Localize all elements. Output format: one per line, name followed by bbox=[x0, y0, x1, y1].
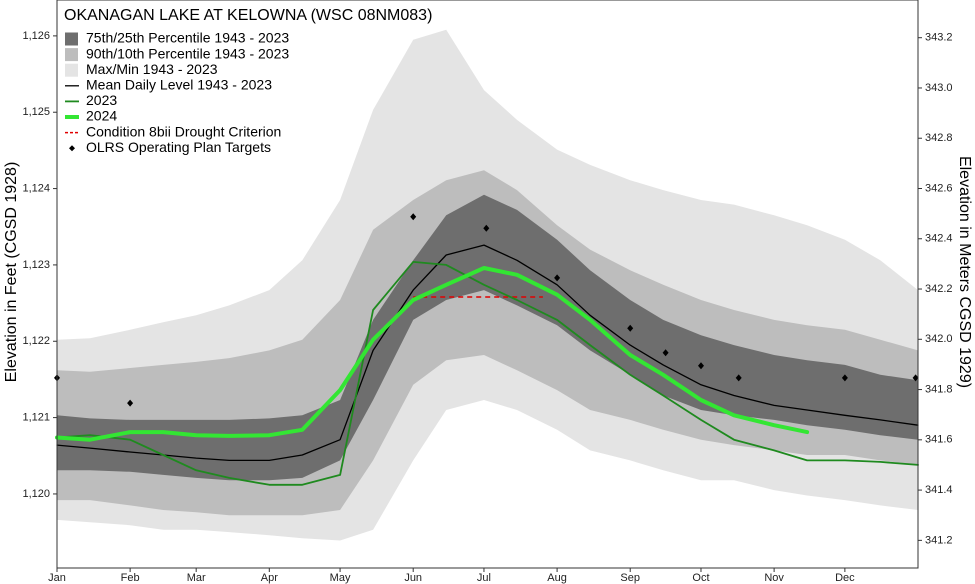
y-tick-label: 1,124 bbox=[22, 182, 50, 194]
y2-tick-label: 342.8 bbox=[925, 132, 953, 144]
target-marker bbox=[127, 399, 134, 407]
legend-label: Mean Daily Level 1943 - 2023 bbox=[86, 77, 272, 93]
legend-label: OLRS Operating Plan Targets bbox=[86, 139, 271, 155]
legend-swatch bbox=[65, 63, 78, 77]
target-marker bbox=[662, 349, 669, 357]
legend-label: 2024 bbox=[86, 108, 117, 124]
legend-swatch bbox=[65, 48, 78, 62]
y2-tick-label: 342.0 bbox=[925, 333, 953, 345]
y-tick-label: 1,123 bbox=[22, 259, 50, 271]
y2-tick-label: 341.8 bbox=[925, 383, 953, 395]
target-marker bbox=[627, 324, 634, 332]
y-tick-label: 1,126 bbox=[22, 30, 50, 42]
x-tick-label: Aug bbox=[547, 572, 567, 584]
y2-tick-label: 342.4 bbox=[925, 233, 953, 245]
chart-title: OKANAGAN LAKE AT KELOWNA (WSC 08NM083) bbox=[64, 7, 432, 24]
x-tick-label: Oct bbox=[692, 572, 709, 584]
legend-label: Condition 8bii Drought Criterion bbox=[86, 123, 281, 139]
target-marker bbox=[410, 213, 417, 221]
x-tick-label: Jan bbox=[48, 572, 66, 584]
y2-tick-label: 342.2 bbox=[925, 283, 953, 295]
x-tick-label: Feb bbox=[121, 572, 140, 584]
x-tick-label: Jun bbox=[404, 572, 422, 584]
legend-label: Max/Min 1943 - 2023 bbox=[86, 61, 218, 77]
y-axis-title: Elevation in Feet (CGSD 1928) bbox=[3, 162, 20, 383]
x-tick-label: Nov bbox=[764, 572, 784, 584]
x-tick-label: Dec bbox=[835, 572, 855, 584]
legend-label: 75th/25th Percentile 1943 - 2023 bbox=[86, 30, 289, 46]
series-line bbox=[56, 244, 919, 462]
legend-label: 90th/10th Percentile 1943 - 2023 bbox=[86, 45, 289, 61]
target-marker bbox=[483, 224, 490, 232]
y2-tick-label: 343.2 bbox=[925, 32, 953, 44]
y2-tick-label: 341.2 bbox=[925, 534, 953, 546]
percentile-band bbox=[57, 194, 918, 481]
y-tick-label: 1,125 bbox=[22, 106, 50, 118]
target-marker bbox=[698, 362, 704, 370]
y2-tick-label: 342.6 bbox=[925, 182, 953, 194]
plot-frame bbox=[56, 0, 919, 569]
target-marker bbox=[735, 374, 742, 382]
x-tick-label: Sep bbox=[620, 572, 640, 584]
target-marker bbox=[841, 374, 848, 382]
x-tick-label: Jul bbox=[477, 572, 491, 584]
series-line bbox=[55, 266, 810, 442]
legend-swatch bbox=[69, 145, 75, 152]
y2-tick-label: 341.6 bbox=[925, 434, 953, 446]
legend-label: 2023 bbox=[86, 92, 117, 108]
series-line bbox=[56, 261, 919, 486]
x-tick-label: May bbox=[330, 572, 351, 584]
y2-tick-label: 343.0 bbox=[925, 82, 953, 94]
y2-axis-title: Elevation in Meters CGSD 1929) bbox=[956, 156, 973, 388]
y-tick-label: 1,120 bbox=[22, 488, 50, 500]
x-tick-label: Apr bbox=[261, 572, 278, 584]
x-tick-label: Mar bbox=[187, 572, 206, 584]
y-tick-label: 1,121 bbox=[22, 412, 50, 424]
y2-tick-label: 341.4 bbox=[925, 484, 953, 496]
legend-swatch bbox=[65, 32, 78, 46]
target-marker bbox=[912, 374, 919, 382]
y-tick-label: 1,122 bbox=[22, 335, 50, 347]
target-marker bbox=[554, 274, 561, 282]
